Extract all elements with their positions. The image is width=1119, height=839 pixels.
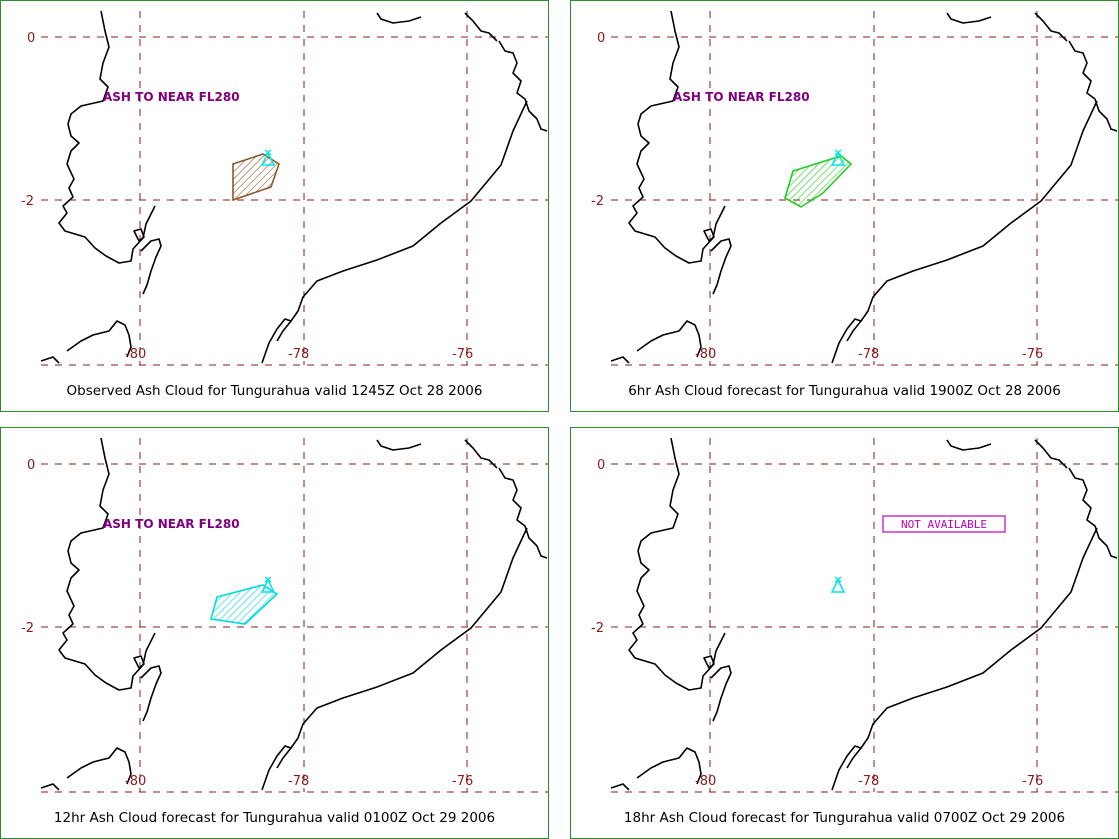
coastline [1034, 12, 1068, 42]
panel-12hr-forecast: 0 -2 -80 -78 -76 ASH TO NEAR FL280 12hr Ash C… [0, 427, 549, 839]
volcano-icon [260, 149, 276, 166]
not-available-box [882, 515, 1006, 533]
lon-label: -78 [858, 774, 879, 789]
coastline [58, 437, 156, 691]
lat-label: -2 [21, 621, 34, 636]
coastline [610, 783, 630, 791]
coastline [628, 437, 726, 691]
coastline [464, 439, 498, 469]
ash-height-annotation: ASH TO NEAR FL280 [103, 90, 240, 104]
coastline [946, 439, 992, 451]
coastline [636, 320, 702, 358]
lon-label: -76 [1022, 347, 1043, 362]
volcano-icon [260, 576, 276, 593]
coastline [140, 238, 162, 295]
coastline [261, 745, 292, 791]
lat-label: 0 [597, 31, 605, 46]
coastline [58, 10, 156, 264]
panel-18hr-forecast: 0 -2 -80 -78 -76 NOT AVAILABLE 18hr Ash Cloud… [570, 427, 1119, 839]
panel-caption: 12hr Ash Cloud forecast for Tungurahua v… [53, 810, 496, 826]
coastline [831, 745, 862, 791]
lon-label: -78 [858, 347, 879, 362]
coastline [376, 12, 422, 24]
ash-cloud-polygon [784, 155, 853, 208]
coastline [376, 439, 422, 451]
coastline [1034, 439, 1068, 469]
map-12hr-forecast: 0 -2 -80 -78 -76 ASH TO NEAR FL280 [21, 437, 548, 793]
panel-caption: 18hr Ash Cloud forecast for Tungurahua v… [623, 810, 1066, 826]
lat-label: -2 [591, 194, 604, 209]
coastline [703, 228, 715, 242]
coastline [66, 320, 132, 358]
coastline [610, 356, 630, 364]
map-observed: 0 -2 -80 -78 -76 ASH TO NEAR FL280 [21, 10, 548, 366]
lat-label: -2 [591, 621, 604, 636]
coastline [133, 228, 145, 242]
lon-label: -80 [125, 347, 146, 362]
coastline [66, 747, 132, 785]
coastline [40, 783, 60, 791]
coastline [464, 12, 498, 42]
ash-height-annotation: ASH TO NEAR FL280 [103, 517, 240, 531]
panel-observed: 0 -2 -80 -78 -76 ASH TO NEAR FL280 Observed A… [0, 0, 549, 412]
coastline [290, 100, 528, 322]
coastline [498, 40, 548, 132]
coastline [133, 655, 145, 669]
coastline [140, 665, 162, 722]
coastline [710, 238, 732, 295]
coastline [1068, 40, 1118, 132]
lon-label: -76 [452, 774, 473, 789]
coastline [290, 527, 528, 749]
lon-label: -80 [125, 774, 146, 789]
map-18hr-forecast: 0 -2 -80 -78 -76 NOT AVAILABLE [591, 437, 1118, 793]
panel-caption: Observed Ash Cloud for Tungurahua valid … [66, 383, 483, 399]
ash-height-annotation: ASH TO NEAR FL280 [673, 90, 810, 104]
lon-label: -76 [1022, 774, 1043, 789]
coastline [703, 655, 715, 669]
lat-label: -2 [21, 194, 34, 209]
coastline [831, 318, 862, 364]
coastline [860, 100, 1098, 322]
coastline [40, 356, 60, 364]
coastline [498, 467, 548, 559]
panel-6hr-forecast: 0 -2 -80 -78 -76 ASH TO NEAR FL280 6hr Ash Cl… [570, 0, 1119, 412]
coastline [710, 665, 732, 722]
coastline [946, 12, 992, 24]
volcano-icon [830, 149, 846, 166]
not-available-label: NOT AVAILABLE [901, 518, 987, 531]
map-6hr-forecast: 0 -2 -80 -78 -76 ASH TO NEAR FL280 [591, 10, 1118, 366]
coastline [628, 10, 726, 264]
lat-label: 0 [27, 458, 35, 473]
lon-label: -76 [452, 347, 473, 362]
lat-label: 0 [597, 458, 605, 473]
lon-label: -80 [695, 347, 716, 362]
ash-cloud-polygon [209, 584, 279, 625]
lon-label: -78 [288, 774, 309, 789]
lat-label: 0 [27, 31, 35, 46]
panel-caption: 6hr Ash Cloud forecast for Tungurahua va… [628, 383, 1061, 399]
coastline [860, 527, 1098, 749]
volcano-icon [830, 576, 846, 593]
coastline [261, 318, 292, 364]
lon-label: -78 [288, 347, 309, 362]
lon-label: -80 [695, 774, 716, 789]
coastline [1068, 467, 1118, 559]
coastline [636, 747, 702, 785]
